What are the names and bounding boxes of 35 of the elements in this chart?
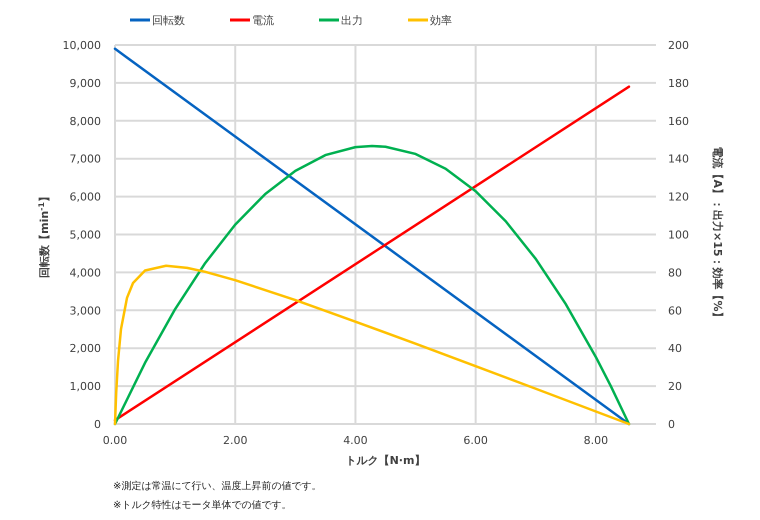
y-tick-label: 1,000: [70, 380, 101, 394]
y-tick-label: 6,000: [70, 190, 101, 204]
legend-label: 回転数: [152, 14, 185, 27]
x-tick-label: 6.00: [463, 434, 488, 447]
y-tick-label: 8,000: [70, 114, 101, 128]
legend-label: 出力: [341, 14, 363, 27]
y2-tick-label: 160: [668, 114, 689, 128]
legend-label: 効率: [430, 14, 452, 27]
y-tick-label: 10,000: [62, 39, 101, 52]
y2-tick-label: 0: [668, 418, 675, 431]
x-axis-title: トルク【N·m】: [346, 454, 426, 467]
text: ※測定は常温にて行い、温度上昇前の値です。: [113, 480, 322, 492]
x-tick-label: 4.00: [343, 434, 368, 447]
y2-tick-label: 80: [668, 266, 682, 280]
legend-label: 電流: [252, 14, 274, 27]
y-tick-label: 7,000: [70, 152, 101, 166]
y2-tick-label: 140: [668, 152, 689, 166]
y-tick-label: 0: [94, 418, 101, 431]
x-tick-label: 2.00: [222, 434, 248, 447]
y2-tick-label: 60: [668, 304, 682, 318]
y-tick-label: 9,000: [70, 76, 101, 90]
y2-tick-label: 180: [668, 76, 689, 90]
x-tick-label: 8.00: [584, 434, 608, 447]
y2-tick-label: 20: [668, 380, 682, 394]
y2-tick-label: 120: [668, 190, 689, 204]
y-tick-label: 3,000: [70, 304, 101, 318]
y-tick-label: 4,000: [70, 266, 101, 280]
y2-tick-label: 200: [668, 39, 689, 52]
y-tick-label: 2,000: [70, 342, 101, 356]
y2-axis-title: 電流【A】：出力×15：効率【%】: [711, 146, 724, 323]
x-tick-label: 0.00: [102, 434, 128, 447]
text: ※トルク特性はモータ単体での値です。: [113, 499, 292, 511]
y2-tick-label: 100: [668, 228, 689, 242]
y2-tick-label: 40: [668, 342, 682, 356]
y-tick-label: 5,000: [70, 228, 101, 242]
